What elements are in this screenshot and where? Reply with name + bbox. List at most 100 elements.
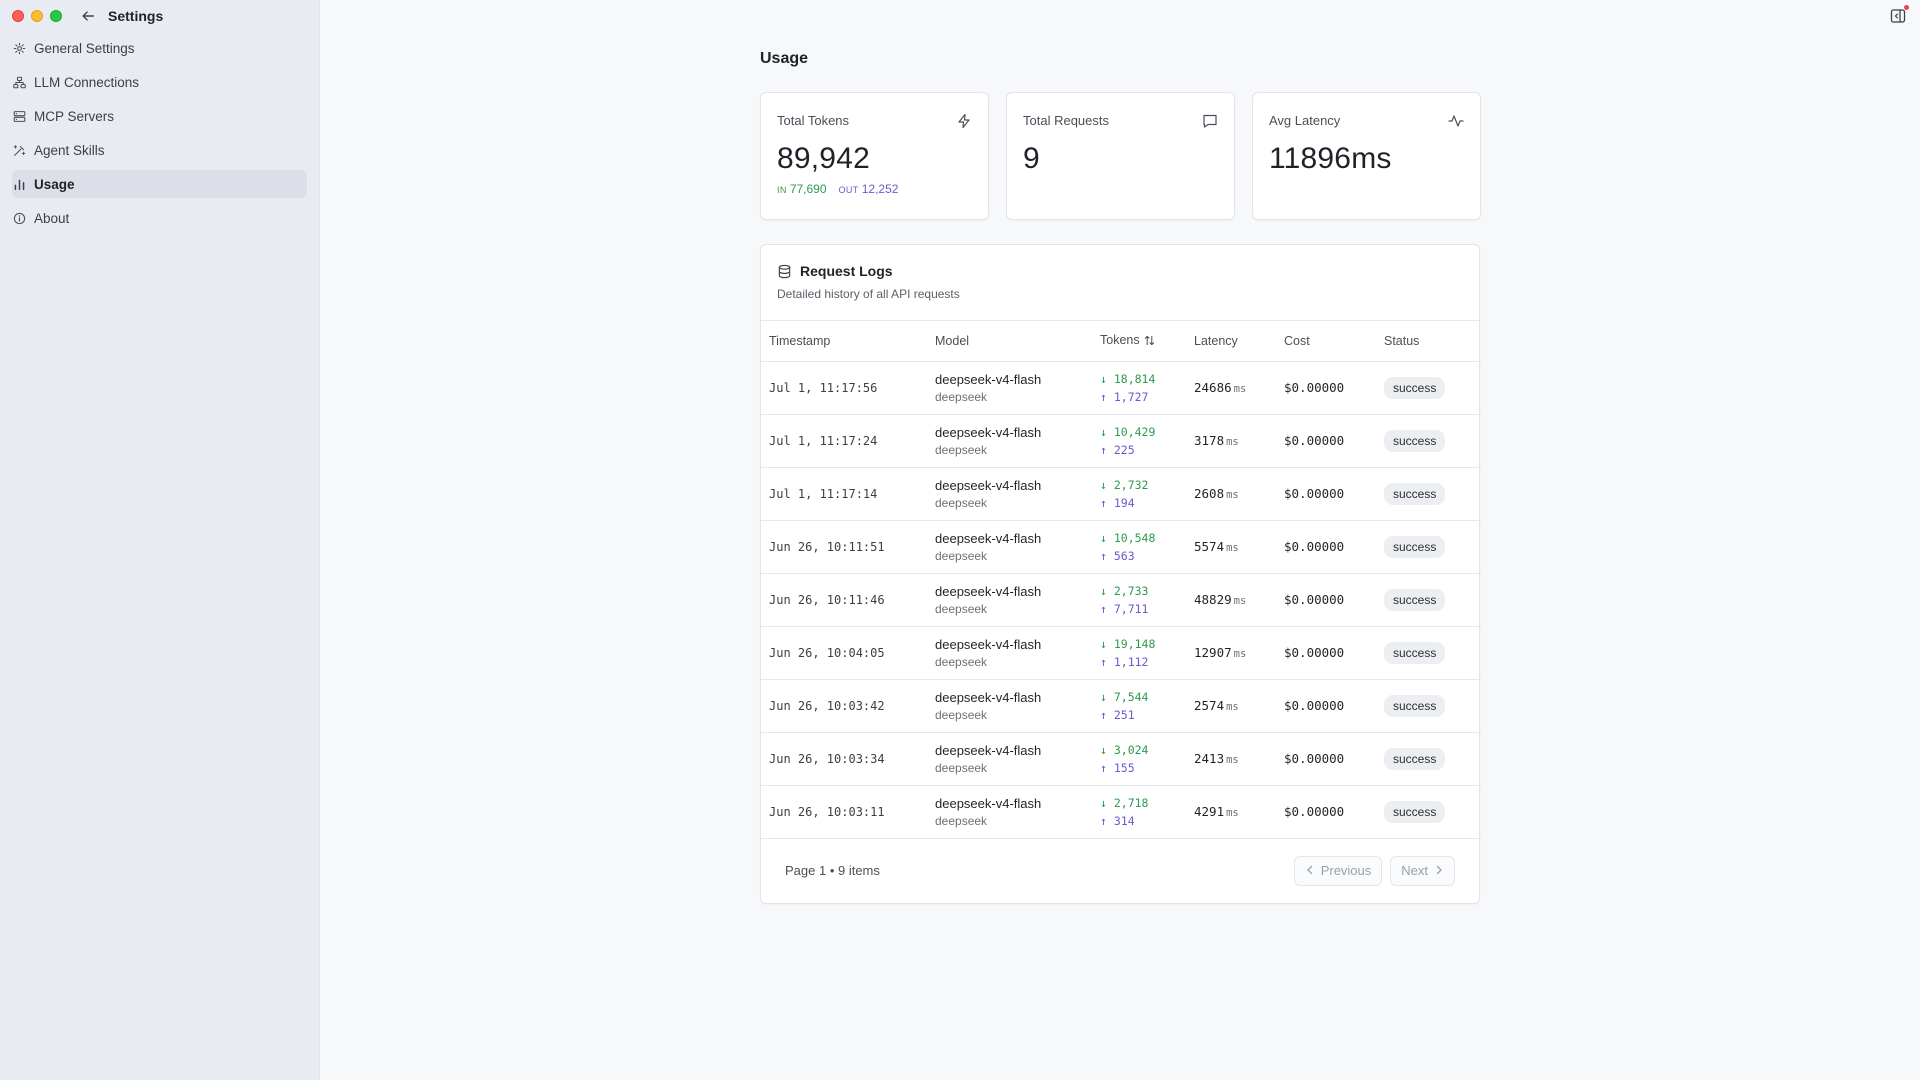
sidebar: Settings General Settings LLM Connection… xyxy=(0,0,320,1080)
cell-cost: $0.00000 xyxy=(1276,414,1376,468)
database-icon xyxy=(777,264,792,279)
cell-tokens: ↓ 3,024 ↑ 155 xyxy=(1092,732,1186,786)
activity-icon xyxy=(1448,113,1464,129)
sidebar-item-general-settings[interactable]: General Settings xyxy=(12,34,307,62)
model-provider: deepseek xyxy=(935,707,988,722)
pagination: Page 1 • 9 items Previous Next xyxy=(761,839,1479,903)
stat-value: 89,942 xyxy=(777,142,870,175)
cell-status: success xyxy=(1376,467,1481,521)
sidebar-item-mcp-servers[interactable]: MCP Servers xyxy=(12,102,307,130)
column-header-latency: Latency xyxy=(1186,321,1276,362)
tokens-in-value: ↓ 19,148 xyxy=(1100,636,1156,651)
model-name: deepseek-v4-flash xyxy=(935,583,1042,599)
tokens-out: OUT 12,252 xyxy=(838,182,899,196)
model-name: deepseek-v4-flash xyxy=(935,689,1042,705)
previous-page-button[interactable]: Previous xyxy=(1293,855,1383,886)
table-row[interactable]: Jul 1, 11:17:14 deepseek-v4-flash deepseek… xyxy=(761,467,1481,521)
model-name: deepseek-v4-flash xyxy=(935,795,1042,811)
token-breakdown: IN 77,690 OUT 12,252 xyxy=(777,182,972,196)
status-badge: success xyxy=(1384,747,1446,770)
cell-timestamp: Jun 26, 10:11:51 xyxy=(761,520,927,574)
titlebar: Settings xyxy=(0,0,319,32)
maximize-window-button[interactable] xyxy=(50,10,62,22)
status-badge: success xyxy=(1384,376,1446,399)
cell-model: deepseek-v4-flash deepseek xyxy=(927,520,1092,574)
sidebar-item-usage[interactable]: Usage xyxy=(12,170,307,198)
cell-status: success xyxy=(1376,732,1481,786)
status-badge: success xyxy=(1384,694,1446,717)
status-badge: success xyxy=(1384,482,1446,505)
stat-value: 11896ms xyxy=(1269,142,1392,175)
stat-label: Avg Latency xyxy=(1269,113,1341,128)
back-arrow-icon[interactable] xyxy=(78,6,98,26)
network-icon xyxy=(12,75,26,89)
model-name: deepseek-v4-flash xyxy=(935,371,1042,387)
avg-latency-card: Avg Latency 11896ms xyxy=(1252,92,1481,220)
table-row[interactable]: Jul 1, 11:17:56 deepseek-v4-flash deepseek… xyxy=(761,361,1481,415)
sidebar-item-about[interactable]: About xyxy=(12,204,307,232)
logs-header: Request Logs Detailed history of all API… xyxy=(761,245,1479,321)
total-tokens-card: Total Tokens 89,942 IN 77,690 OUT 12,252 xyxy=(760,92,989,220)
model-provider: deepseek xyxy=(935,389,988,404)
minimize-window-button[interactable] xyxy=(31,10,43,22)
cell-status: success xyxy=(1376,573,1481,627)
model-provider: deepseek xyxy=(935,813,988,828)
tokens-in-value: ↓ 2,733 xyxy=(1100,583,1149,598)
chevron-left-icon xyxy=(1305,863,1315,878)
cell-cost: $0.00000 xyxy=(1276,467,1376,521)
table-row[interactable]: Jun 26, 10:11:46 deepseek-v4-flash deepsee… xyxy=(761,573,1481,627)
lightning-icon xyxy=(956,113,972,129)
next-page-button[interactable]: Next xyxy=(1390,855,1455,886)
cell-latency: 48829 ms xyxy=(1186,573,1276,627)
cell-timestamp: Jun 26, 10:11:46 xyxy=(761,573,927,627)
cell-latency: 12907 ms xyxy=(1186,626,1276,680)
model-name: deepseek-v4-flash xyxy=(935,477,1042,493)
table-row[interactable]: Jul 1, 11:17:24 deepseek-v4-flash deepseek… xyxy=(761,414,1481,468)
sidebar-item-label: MCP Servers xyxy=(34,108,115,124)
cell-cost: $0.00000 xyxy=(1276,520,1376,574)
cell-tokens: ↓ 19,148 ↑ 1,112 xyxy=(1092,626,1186,680)
column-header-tokens[interactable]: Tokens xyxy=(1092,321,1186,362)
gear-icon xyxy=(12,41,26,55)
table-row[interactable]: Jun 26, 10:03:11 deepseek-v4-flash deepsee… xyxy=(761,785,1481,839)
tokens-out-value: ↑ 155 xyxy=(1100,760,1135,775)
table-row[interactable]: Jun 26, 10:03:34 deepseek-v4-flash deepsee… xyxy=(761,732,1481,786)
column-header-model: Model xyxy=(927,321,1092,362)
close-window-button[interactable] xyxy=(12,10,24,22)
status-badge: success xyxy=(1384,641,1446,664)
cell-latency: 2574 ms xyxy=(1186,679,1276,733)
sidebar-item-llm-connections[interactable]: LLM Connections xyxy=(12,68,307,96)
cell-cost: $0.00000 xyxy=(1276,626,1376,680)
cell-tokens: ↓ 18,814 ↑ 1,727 xyxy=(1092,361,1186,415)
cell-tokens: ↓ 7,544 ↑ 251 xyxy=(1092,679,1186,733)
table-row[interactable]: Jun 26, 10:04:05 deepseek-v4-flash deepsee… xyxy=(761,626,1481,680)
cell-tokens: ↓ 2,718 ↑ 314 xyxy=(1092,785,1186,839)
panel-toggle-icon[interactable] xyxy=(1890,5,1909,24)
cell-model: deepseek-v4-flash deepseek xyxy=(927,679,1092,733)
sort-icon[interactable] xyxy=(1144,335,1155,349)
cell-tokens: ↓ 10,548 ↑ 563 xyxy=(1092,520,1186,574)
cell-status: success xyxy=(1376,785,1481,839)
sidebar-item-agent-skills[interactable]: Agent Skills xyxy=(12,136,307,164)
bar-chart-icon xyxy=(12,177,26,191)
notification-dot xyxy=(1904,5,1909,10)
cell-cost: $0.00000 xyxy=(1276,785,1376,839)
cell-tokens: ↓ 2,733 ↑ 7,711 xyxy=(1092,573,1186,627)
cell-status: success xyxy=(1376,520,1481,574)
logs-title: Request Logs xyxy=(800,263,893,279)
cell-latency: 2608 ms xyxy=(1186,467,1276,521)
page-title: Usage xyxy=(760,50,809,67)
model-provider: deepseek xyxy=(935,495,988,510)
cell-status: success xyxy=(1376,626,1481,680)
sidebar-item-label: Agent Skills xyxy=(34,142,105,158)
request-logs-card: Request Logs Detailed history of all API… xyxy=(760,244,1481,904)
sidebar-item-label: General Settings xyxy=(34,40,135,56)
tokens-out-value: ↑ 7,711 xyxy=(1100,601,1149,616)
cell-model: deepseek-v4-flash deepseek xyxy=(927,573,1092,627)
model-name: deepseek-v4-flash xyxy=(935,742,1042,758)
table-row[interactable]: Jun 26, 10:11:51 deepseek-v4-flash deepsee… xyxy=(761,520,1481,574)
cell-status: success xyxy=(1376,679,1481,733)
stat-label: Total Tokens xyxy=(777,113,850,128)
table-row[interactable]: Jun 26, 10:03:42 deepseek-v4-flash deepsee… xyxy=(761,679,1481,733)
cell-status: success xyxy=(1376,414,1481,468)
